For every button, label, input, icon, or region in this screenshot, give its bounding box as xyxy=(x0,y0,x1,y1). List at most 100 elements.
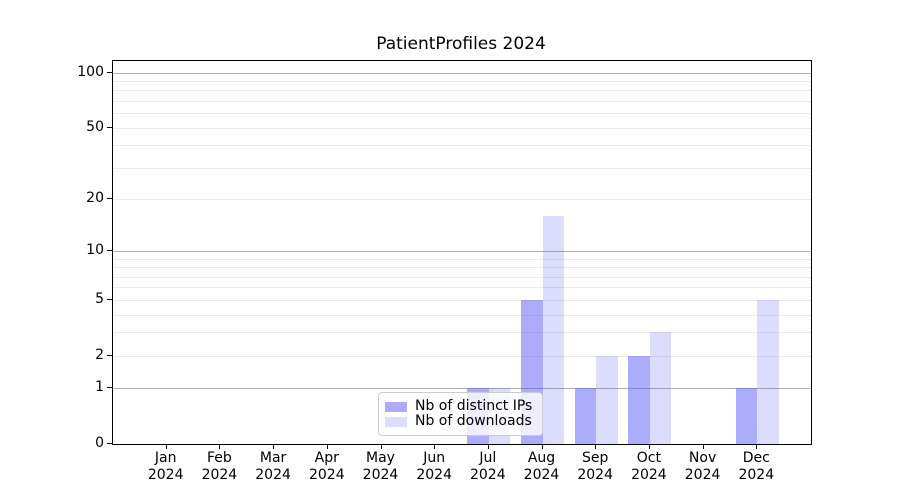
y-tick-100 xyxy=(107,71,112,73)
x-tick-label-mar: Mar 2024 xyxy=(241,450,305,484)
x-tick-year-feb: 2024 xyxy=(201,467,238,483)
legend-label-distinct-ips: Nb of distinct IPs xyxy=(415,398,533,414)
bar-nb-of-downloads-dec xyxy=(757,299,779,444)
gridline-minor-20 xyxy=(113,199,811,200)
x-tick-label-jan: Jan 2024 xyxy=(134,450,198,484)
gridline-minor-50 xyxy=(113,127,811,129)
x-tick-year-jul: 2024 xyxy=(469,467,506,483)
x-tick-jul xyxy=(487,444,489,449)
x-tick-label-nov: Nov 2024 xyxy=(671,450,735,484)
gridline-minor-60 xyxy=(113,113,811,115)
gridline-minor-80 xyxy=(113,90,811,92)
x-tick-month-may: May xyxy=(366,450,395,466)
y-tick-20 xyxy=(107,198,112,199)
x-tick-month-jan: Jan xyxy=(154,450,177,466)
x-tick-apr xyxy=(326,444,328,449)
x-tick-dec xyxy=(756,444,758,449)
y-tick-label-100: 100 xyxy=(77,63,104,80)
x-tick-month-oct: Oct xyxy=(636,450,661,466)
x-tick-feb xyxy=(219,444,221,449)
y-tick-label-1: 1 xyxy=(95,379,104,396)
x-tick-month-jul: Jul xyxy=(479,450,497,466)
y-tick-2 xyxy=(107,354,112,356)
legend-swatch-downloads xyxy=(385,416,407,427)
x-tick-month-aug: Aug xyxy=(527,450,556,466)
gridline-minor-70 xyxy=(113,100,811,102)
x-tick-jan xyxy=(165,444,167,449)
x-tick-month-mar: Mar xyxy=(259,450,287,466)
x-tick-label-oct: Oct 2024 xyxy=(617,450,681,484)
x-tick-jun xyxy=(434,444,436,449)
gridline-minor-2 xyxy=(113,355,811,357)
x-tick-year-apr: 2024 xyxy=(308,467,345,483)
gridline-minor-9 xyxy=(113,258,811,260)
x-tick-sep xyxy=(595,444,597,449)
gridline-major-10 xyxy=(113,251,811,252)
bar-nb-of-distinct-ips-sep xyxy=(574,388,597,444)
legend-swatch-distinct-ips xyxy=(385,401,407,412)
x-tick-label-may: May 2024 xyxy=(349,450,413,484)
legend-label-downloads: Nb of downloads xyxy=(415,413,532,429)
x-tick-label-sep: Sep 2024 xyxy=(563,450,627,484)
x-tick-month-nov: Nov xyxy=(688,450,717,466)
x-tick-year-sep: 2024 xyxy=(577,467,613,483)
plot-area xyxy=(112,60,812,445)
x-tick-month-sep: Sep xyxy=(581,450,609,466)
legend: Nb of distinct IPs Nb of downloads xyxy=(378,392,543,436)
x-tick-month-feb: Feb xyxy=(206,450,232,466)
x-tick-label-aug: Aug 2024 xyxy=(510,450,574,484)
x-tick-label-jun: Jun 2024 xyxy=(402,450,466,484)
bar-nb-of-downloads-aug xyxy=(542,216,564,444)
gridline-minor-3 xyxy=(113,332,811,334)
x-tick-year-dec: 2024 xyxy=(738,467,775,483)
y-tick-label-10: 10 xyxy=(86,242,104,258)
x-tick-month-apr: Apr xyxy=(314,450,339,466)
x-tick-year-jun: 2024 xyxy=(416,467,452,483)
chart-title: PatientProfiles 2024 xyxy=(376,34,546,54)
legend-item-downloads: Nb of downloads xyxy=(385,414,534,429)
bar-nb-of-downloads-oct xyxy=(649,332,672,444)
x-tick-month-jun: Jun xyxy=(423,450,446,466)
y-tick-10 xyxy=(107,250,112,251)
bar-nb-of-distinct-ips-oct xyxy=(628,355,650,444)
x-tick-year-mar: 2024 xyxy=(255,467,291,483)
x-tick-year-jan: 2024 xyxy=(147,467,184,483)
y-tick-label-50: 50 xyxy=(86,118,104,135)
bar-nb-of-downloads-sep xyxy=(596,355,618,444)
x-tick-oct xyxy=(648,444,650,449)
bar-nb-of-distinct-ips-dec xyxy=(735,388,758,444)
x-tick-month-dec: Dec xyxy=(742,450,770,466)
y-tick-label-20: 20 xyxy=(86,190,104,206)
x-tick-year-may: 2024 xyxy=(362,467,399,483)
gridline-minor-7 xyxy=(113,276,811,278)
gridline-major-1 xyxy=(113,388,811,390)
y-tick-5 xyxy=(107,298,112,300)
x-tick-label-apr: Apr 2024 xyxy=(295,450,359,484)
x-tick-label-dec: Dec 2024 xyxy=(724,450,788,484)
x-tick-year-oct: 2024 xyxy=(631,467,667,483)
legend-item-distinct-ips: Nb of distinct IPs xyxy=(385,399,534,414)
gridline-minor-8 xyxy=(113,267,811,269)
gridline-minor-40 xyxy=(113,145,811,147)
x-tick-mar xyxy=(273,444,275,449)
x-tick-label-jul: Jul 2024 xyxy=(456,450,520,484)
gridline-major-100 xyxy=(113,72,811,74)
x-tick-label-feb: Feb 2024 xyxy=(187,450,251,484)
y-tick-1 xyxy=(107,387,112,389)
x-tick-aug xyxy=(541,444,543,449)
gridline-minor-6 xyxy=(113,287,811,289)
y-tick-50 xyxy=(107,126,112,128)
x-tick-year-nov: 2024 xyxy=(684,467,721,483)
gridline-minor-30 xyxy=(113,167,811,169)
gridline-minor-4 xyxy=(113,314,811,316)
y-tick-label-2: 2 xyxy=(95,346,104,363)
y-tick-label-5: 5 xyxy=(95,290,104,307)
gridline-minor-90 xyxy=(113,81,811,82)
x-tick-nov xyxy=(702,444,704,449)
x-tick-may xyxy=(380,444,382,449)
y-tick-label-0: 0 xyxy=(95,435,104,451)
y-tick-0 xyxy=(107,443,112,444)
x-tick-year-aug: 2024 xyxy=(523,467,560,483)
gridline-minor-5 xyxy=(113,299,811,301)
